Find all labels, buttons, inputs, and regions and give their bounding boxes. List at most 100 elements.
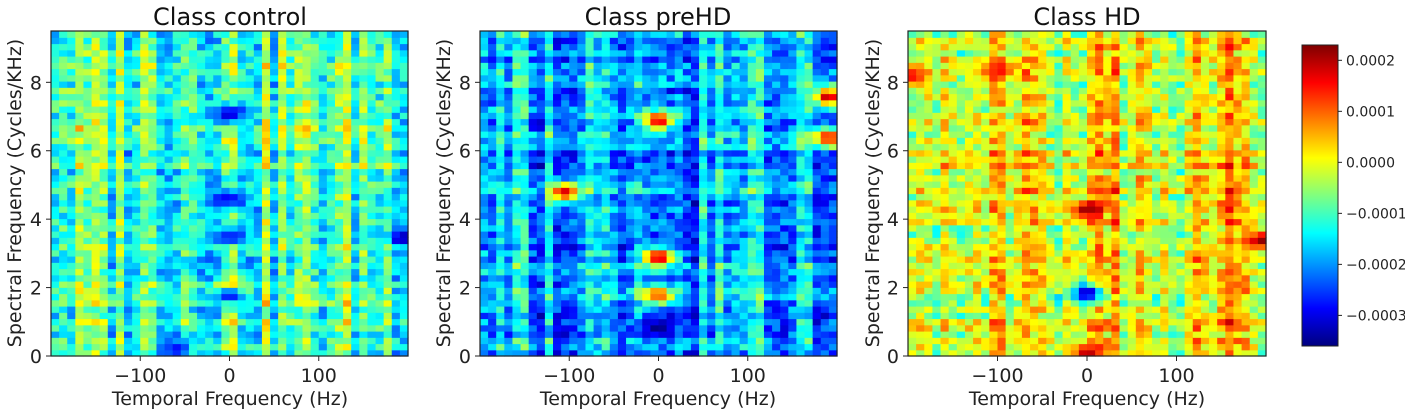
heatmap-cell <box>642 349 651 357</box>
heatmap-cell <box>561 331 570 338</box>
heatmap-cell <box>908 199 917 207</box>
heatmap-cell <box>763 68 773 76</box>
heatmap-cell <box>788 349 798 357</box>
heatmap-cell <box>205 293 214 301</box>
heatmap-cell <box>188 281 198 288</box>
heatmap-cell <box>707 93 716 101</box>
heatmap-cell <box>948 193 958 201</box>
heatmap-cell <box>658 181 668 188</box>
heatmap-cell <box>197 274 206 282</box>
heatmap-cell <box>107 31 117 38</box>
heatmap-cell <box>924 349 934 357</box>
heatmap-cell <box>91 174 101 182</box>
heatmap-cell <box>343 306 352 313</box>
heatmap-cell <box>747 131 757 138</box>
heatmap-cell <box>796 243 806 251</box>
heatmap-cell <box>723 43 733 51</box>
heatmap-cell <box>658 231 668 238</box>
heatmap-cell <box>747 268 757 276</box>
heatmap-cell <box>512 293 522 301</box>
heatmap-cell <box>180 312 190 320</box>
heatmap-cell <box>91 237 101 245</box>
heatmap-cell <box>536 293 546 301</box>
heatmap-cell <box>496 331 505 338</box>
heatmap-cell <box>278 331 287 338</box>
heatmap-cell <box>115 306 125 313</box>
heatmap-cell <box>261 118 271 126</box>
heatmap-cell <box>180 149 190 157</box>
heatmap-cell <box>124 243 133 251</box>
heatmap-cell <box>561 337 570 345</box>
heatmap-cell <box>205 199 214 207</box>
heatmap-cell <box>536 312 546 320</box>
heatmap-cell <box>504 131 514 138</box>
heatmap-cell <box>391 168 401 176</box>
heatmap-cell <box>609 99 619 107</box>
heatmap-cell <box>140 281 149 288</box>
heatmap-cell <box>601 31 611 38</box>
heatmap-cell <box>180 256 190 263</box>
heatmap-cell <box>188 312 198 320</box>
heatmap-cell <box>375 318 385 326</box>
heatmap-cell <box>747 237 757 245</box>
heatmap-cell <box>172 143 182 151</box>
heatmap-cell <box>140 43 149 51</box>
heatmap-cell <box>286 231 296 238</box>
heatmap-cell <box>115 224 125 232</box>
heatmap-cell <box>512 187 522 195</box>
heatmap-cell <box>83 149 93 157</box>
heatmap-cell <box>375 149 385 157</box>
heatmap-cell <box>666 199 676 207</box>
heatmap-cell <box>253 256 263 263</box>
heatmap-cell <box>940 306 950 313</box>
heatmap-cell <box>593 243 603 251</box>
heatmap-cell <box>520 168 530 176</box>
heatmap-cell <box>302 199 312 207</box>
heatmap-cell <box>59 162 68 170</box>
heatmap-cell <box>763 343 773 351</box>
heatmap-cell <box>634 199 643 207</box>
heatmap-cell <box>528 268 538 276</box>
heatmap-cell <box>343 343 352 351</box>
heatmap-cell <box>383 343 393 351</box>
heatmap-cell <box>634 187 643 195</box>
heatmap-cell <box>569 306 578 313</box>
heatmap-cell <box>91 106 101 113</box>
heatmap-cell <box>642 337 651 345</box>
heatmap-cell <box>520 206 530 213</box>
heatmap-cell <box>924 324 934 332</box>
heatmap-cell <box>310 106 320 113</box>
heatmap-cell <box>593 31 603 38</box>
heatmap-cell <box>205 156 214 163</box>
heatmap-cell <box>932 193 942 201</box>
heatmap-cell <box>343 312 352 320</box>
heatmap-cell <box>59 168 68 176</box>
heatmap-cell <box>544 181 554 188</box>
heatmap-cell <box>180 81 190 88</box>
heatmap-cell <box>351 199 360 207</box>
heatmap-cell <box>172 168 182 176</box>
heatmap-cell <box>180 212 190 220</box>
heatmap-cell <box>504 106 514 113</box>
heatmap-cell <box>512 249 522 257</box>
heatmap-cell <box>940 187 950 195</box>
heatmap-cell <box>634 62 643 70</box>
heatmap-cell <box>666 312 676 320</box>
heatmap-cell <box>253 99 263 107</box>
heatmap-cell <box>964 318 974 326</box>
heatmap-cell <box>747 193 757 201</box>
heatmap-cell <box>67 343 76 351</box>
heatmap-cell <box>278 56 287 63</box>
heatmap-cell <box>197 299 206 307</box>
heatmap-cell <box>51 206 60 213</box>
heatmap-cell <box>375 62 385 70</box>
heatmap-cell <box>253 68 263 76</box>
heatmap-cell <box>553 193 562 201</box>
heatmap-cell <box>237 262 247 270</box>
heatmap-cell <box>940 293 950 301</box>
heatmap-cell <box>124 131 133 138</box>
heatmap-cell <box>107 37 117 45</box>
heatmap-cell <box>577 312 587 320</box>
heatmap-cell <box>512 118 522 126</box>
heatmap-cell <box>237 43 247 51</box>
